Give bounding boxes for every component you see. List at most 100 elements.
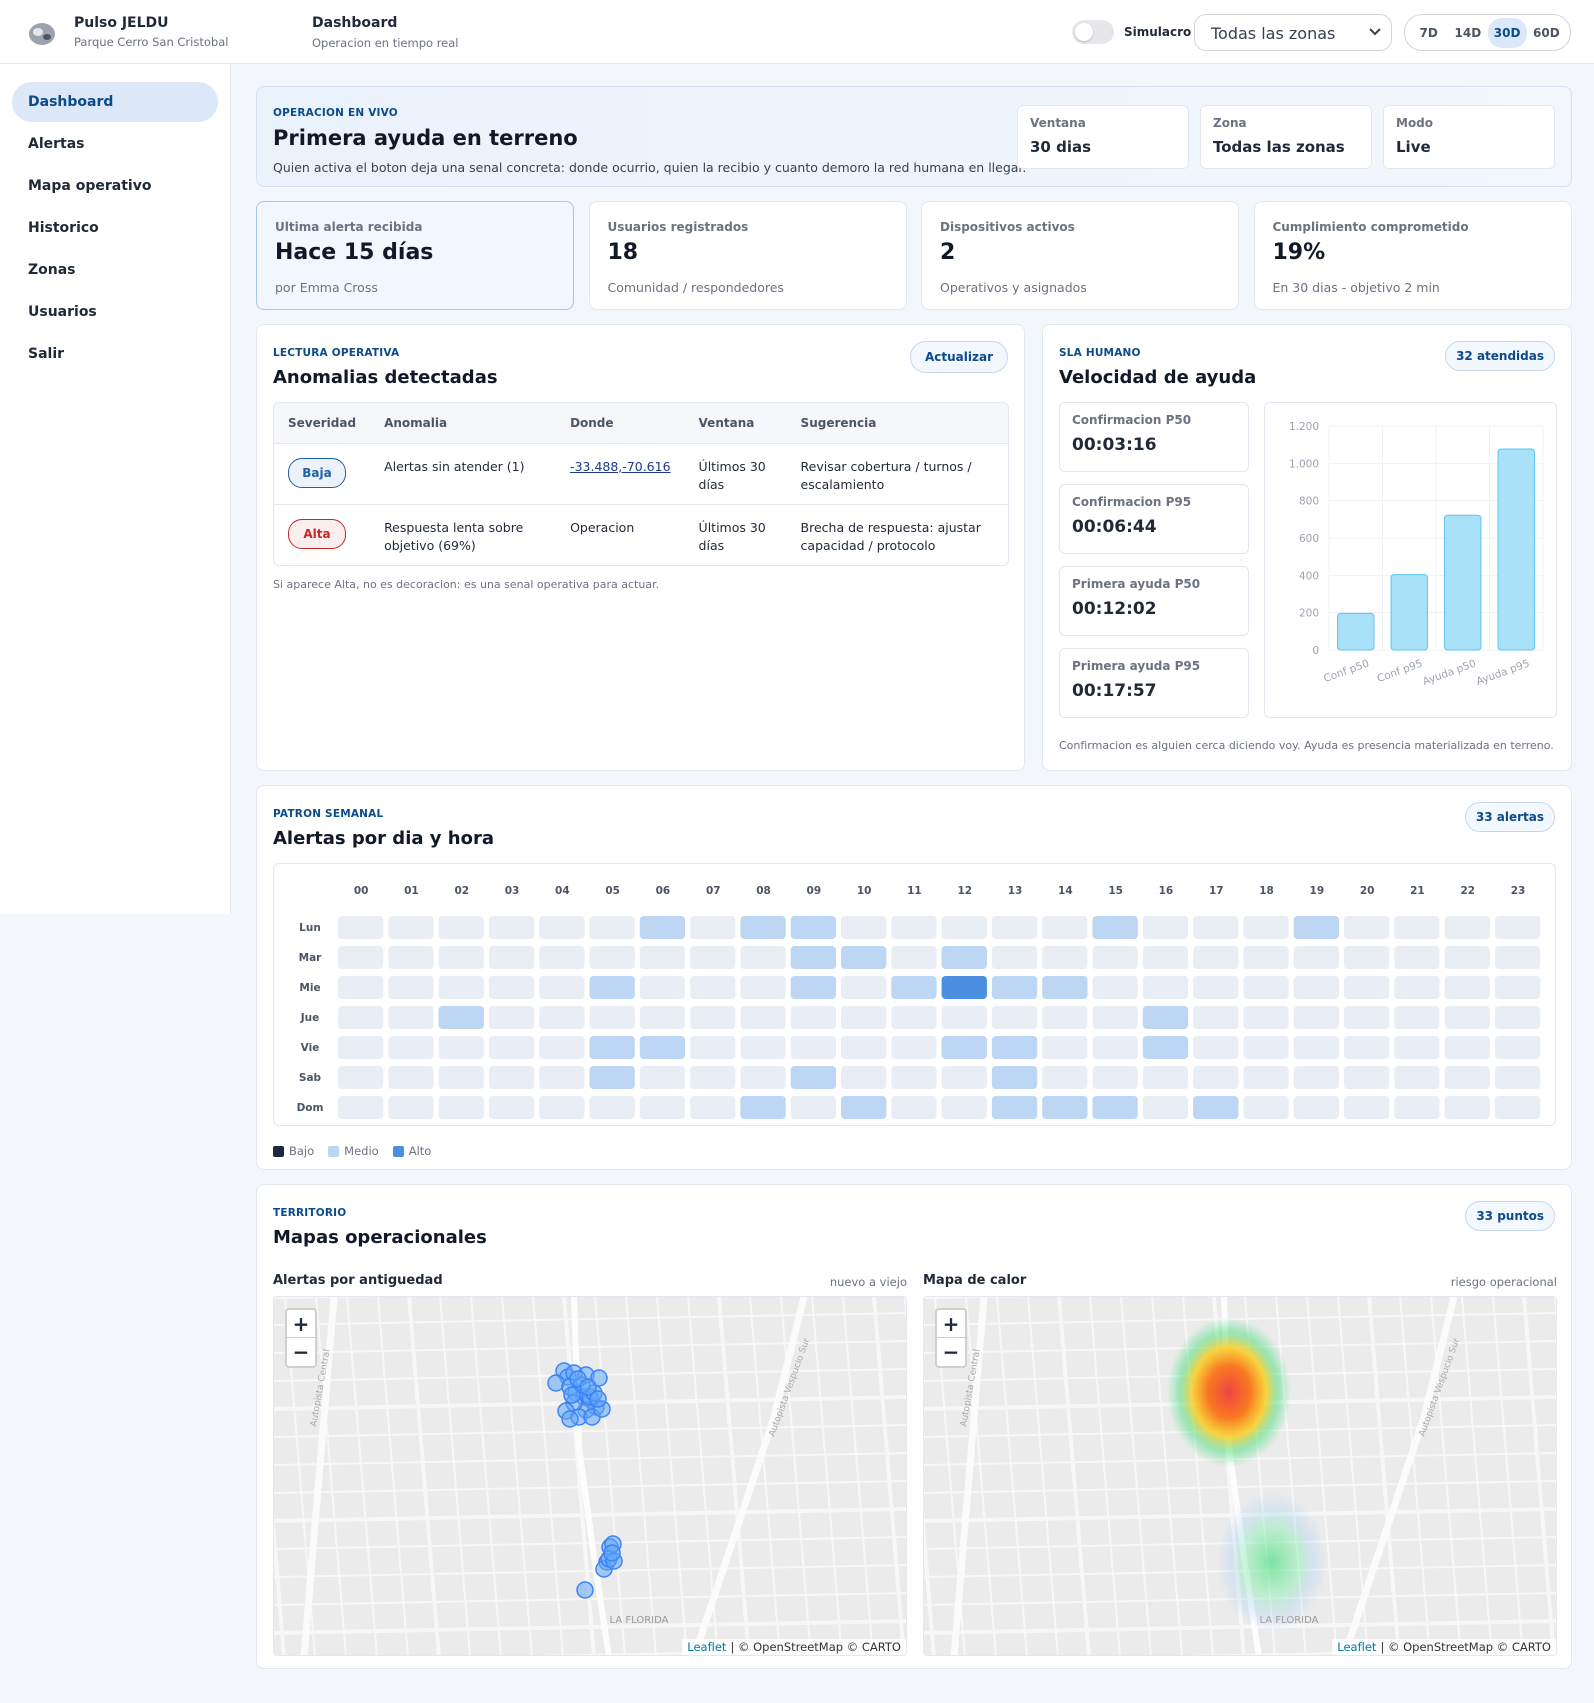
street <box>274 1312 906 1326</box>
severity-badge: Baja <box>288 457 346 488</box>
heat-cell <box>991 1006 1038 1029</box>
kpi-card: Cumplimiento comprometido 19% En 30 dias -… <box>1253 201 1572 310</box>
highway <box>300 1297 338 1655</box>
zoom-button[interactable]: − <box>942 1340 960 1364</box>
window-cell: Últimos 30 días <box>684 443 787 505</box>
nav-item[interactable]: Mapa operativo <box>28 178 152 194</box>
street <box>1057 1297 1091 1655</box>
range-button[interactable]: 14D <box>1454 25 1482 40</box>
legend-swatch <box>328 1145 340 1157</box>
where-cell: -33.488,-70.616 <box>556 443 685 505</box>
street <box>1461 1297 1493 1655</box>
nav-item[interactable]: Alertas <box>28 136 85 152</box>
street <box>532 1297 564 1655</box>
where-link[interactable]: -33.488,-70.616 <box>570 458 671 474</box>
refresh-button[interactable]: Actualizar <box>909 341 1008 373</box>
hour-label: 03 <box>505 885 520 897</box>
street <box>965 1297 997 1655</box>
heat-cell <box>1092 1066 1138 1089</box>
nav-item[interactable]: Usuarios <box>28 304 97 320</box>
toggle[interactable] <box>1072 20 1114 44</box>
zoom-button[interactable]: + <box>937 1310 965 1338</box>
hour-label: 10 <box>857 885 872 897</box>
heat-cell <box>1142 1006 1189 1029</box>
nav-item[interactable]: Historico <box>28 220 99 236</box>
heat-cell <box>740 1006 786 1029</box>
day-label: Dom <box>297 1102 324 1114</box>
heat-cell <box>740 1096 786 1119</box>
zoom-control: + − <box>285 1308 317 1368</box>
alert-point <box>589 1390 607 1408</box>
heat-cell <box>1394 1006 1440 1029</box>
heat-cell <box>1293 976 1339 999</box>
nav-item[interactable]: Salir <box>28 346 65 362</box>
nav-item[interactable]: Dashboard <box>12 82 218 122</box>
attribution-link[interactable]: Leaflet <box>687 1640 727 1654</box>
zoom-button[interactable]: − <box>292 1340 310 1364</box>
heat-cell <box>539 976 585 999</box>
severity-cell: Baja <box>274 443 371 505</box>
fact-value: Todas las zonas <box>1213 138 1345 156</box>
heat-cell <box>790 1006 836 1029</box>
heat-cell <box>639 1006 686 1029</box>
zone-select[interactable]: Todas las zonas <box>1194 14 1392 51</box>
y-tick-label: 1.200 <box>1289 421 1319 433</box>
range-button[interactable]: 30D <box>1487 17 1527 48</box>
heat-cell <box>1193 946 1239 969</box>
street <box>842 1297 874 1655</box>
heat-cell <box>1243 1096 1289 1119</box>
heat-cell <box>388 916 434 939</box>
y-tick-label: 200 <box>1299 608 1319 620</box>
street <box>315 1297 347 1655</box>
anomaly-cell: Alertas sin atender (1) <box>370 443 557 505</box>
range-button[interactable]: 60D <box>1533 25 1560 40</box>
street <box>1151 1297 1183 1655</box>
column-header: Sugerencia <box>786 403 1008 444</box>
heat-cell <box>1444 1006 1490 1029</box>
range-button[interactable]: 7D <box>1419 25 1438 40</box>
heat-cell <box>1243 1006 1289 1029</box>
legend-label: Medio <box>344 1144 379 1158</box>
zoom-button[interactable]: + <box>287 1310 315 1338</box>
street <box>274 1340 906 1354</box>
kpi-card: Dispositivos activos 2 Operativos y asigna… <box>921 201 1239 310</box>
heat-cell <box>338 916 384 939</box>
attribution-link[interactable]: Leaflet <box>1337 1640 1377 1654</box>
hour-label: 08 <box>756 885 771 897</box>
y-tick-label: 600 <box>1299 533 1319 545</box>
heat-cell <box>639 916 686 939</box>
heat-cell <box>488 916 535 939</box>
heat-cell <box>1394 916 1440 939</box>
street <box>594 1297 626 1655</box>
heat-cell <box>891 1006 937 1029</box>
heat-cell <box>1293 1036 1339 1059</box>
street <box>439 1297 471 1655</box>
street <box>501 1297 533 1655</box>
map-hint: nuevo a viejo <box>829 1275 907 1289</box>
legend-swatch <box>392 1145 404 1157</box>
hero: OPERACION EN VIVO Primera ayuda en terre… <box>256 86 1572 187</box>
heat-blob <box>1167 1317 1291 1467</box>
heat-cell <box>488 976 535 999</box>
heat-cell <box>1092 916 1138 939</box>
heat-cell <box>488 1036 535 1059</box>
hour-label: 19 <box>1310 885 1325 897</box>
zone-select-value: Todas las zonas <box>1211 24 1336 43</box>
heat-cell <box>1092 976 1138 999</box>
heat-cell <box>941 1036 987 1059</box>
heat-cell <box>891 916 937 939</box>
heat-cell <box>1193 976 1239 999</box>
heat-cell <box>1494 916 1541 939</box>
street <box>1399 1297 1431 1655</box>
attribution: Leaflet | © OpenStreetMap © CARTO <box>682 1639 906 1655</box>
heatmap-badge: 33 alertas <box>1464 802 1555 832</box>
heat-cell <box>388 946 434 969</box>
nav-item[interactable]: Zonas <box>28 262 76 278</box>
column-header: Severidad <box>274 403 371 444</box>
street <box>656 1297 688 1655</box>
kpi-note: Operativos y asignados <box>940 280 1087 295</box>
